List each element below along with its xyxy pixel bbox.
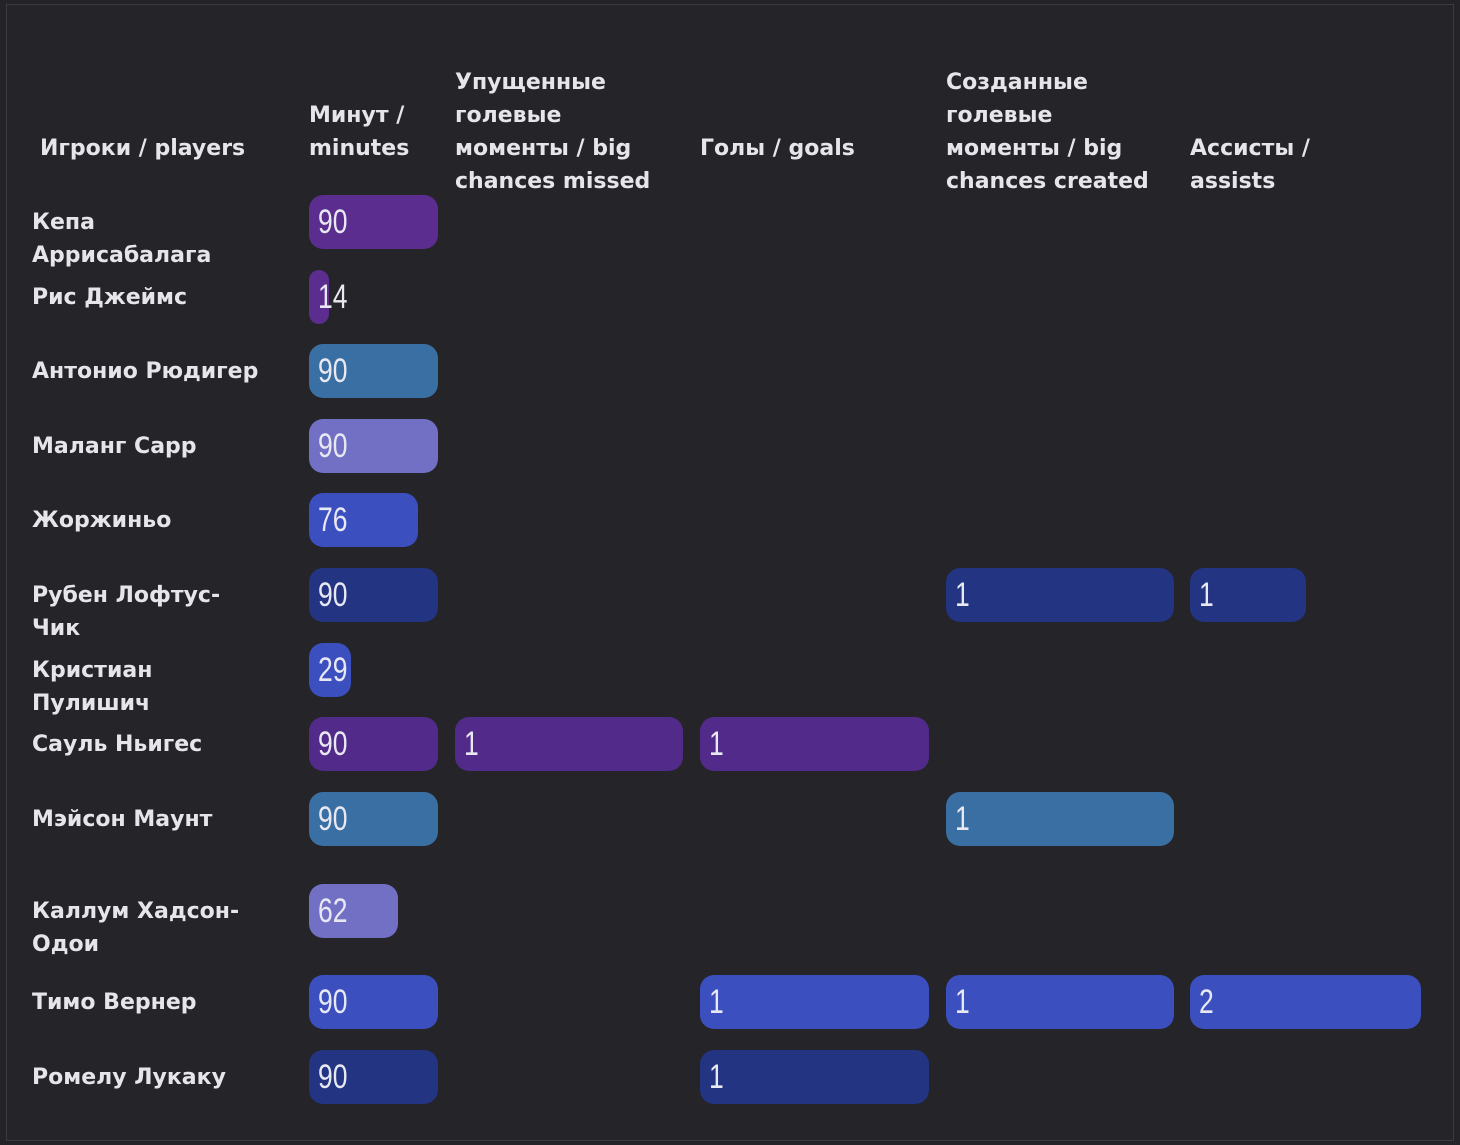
player-name: Тимо Вернер — [32, 989, 197, 1015]
bar-minutes — [309, 1050, 438, 1104]
bar-value-label: 1 — [709, 1058, 724, 1096]
bar-value-label: 2 — [1199, 983, 1214, 1021]
player-name: Маланг Сарр — [32, 433, 197, 459]
bar-big-chances-created — [946, 975, 1174, 1029]
bar-value-label: 1 — [709, 983, 724, 1021]
bar-minutes — [309, 270, 329, 324]
player-name: Сауль Ньигес — [32, 731, 203, 757]
player-name: Жоржиньо — [32, 507, 172, 533]
bar-big-chances-missed — [455, 717, 683, 771]
player-name: Кепа Аррисабалага — [32, 209, 212, 268]
header-minutes: Минут / minutes — [309, 103, 410, 161]
bar-value-label: 90 — [318, 983, 348, 1021]
bar-value-label: 90 — [318, 427, 348, 465]
bar-value-label: 1 — [1199, 576, 1214, 614]
bar-minutes — [309, 493, 418, 547]
player-name: Ромелу Лукаку — [32, 1064, 226, 1090]
bar-value-label: 90 — [318, 352, 348, 390]
player-name: Кристиан Пулишич — [32, 657, 153, 716]
bar-value-label: 90 — [318, 725, 348, 763]
bar-value-label: 1 — [709, 725, 724, 763]
bar-minutes — [309, 717, 438, 771]
bar-minutes — [309, 792, 438, 846]
header-big-chances-created: Созданные голевые моменты / big chances … — [946, 70, 1149, 194]
bar-assists — [1190, 975, 1421, 1029]
bar-value-label: 90 — [318, 576, 348, 614]
bar-value-label: 14 — [318, 278, 348, 316]
bar-minutes — [309, 884, 398, 938]
header-players: Игроки / players — [40, 136, 246, 161]
bar-value-label: 1 — [955, 800, 970, 838]
bar-minutes — [309, 975, 438, 1029]
bar-goals — [700, 1050, 929, 1104]
bar-minutes — [309, 419, 438, 473]
player-name: Каллум Хадсон-Одои — [32, 898, 240, 957]
bar-value-label: 1 — [955, 983, 970, 1021]
bar-value-label: 1 — [464, 725, 479, 763]
bar-big-chances-created — [946, 568, 1174, 622]
bar-goals — [700, 975, 929, 1029]
bar-value-label: 90 — [318, 203, 348, 241]
bar-assists — [1190, 568, 1306, 622]
player-name: Рубен Лофтус-Чик — [32, 582, 221, 641]
bar-value-label: 76 — [318, 501, 348, 539]
bar-minutes — [309, 643, 351, 697]
bar-minutes — [309, 568, 438, 622]
header-big-chances-missed: Упущенные голевые моменты / big chances … — [455, 70, 651, 194]
bar-value-label: 29 — [318, 651, 348, 689]
bar-minutes — [309, 344, 438, 398]
player-name: Антонио Рюдигер — [32, 358, 259, 384]
player-name: Рис Джеймс — [32, 284, 188, 310]
bar-minutes — [309, 195, 438, 249]
bar-value-label: 90 — [318, 1058, 348, 1096]
player-name: Мэйсон Маунт — [32, 806, 213, 832]
bar-big-chances-created — [946, 792, 1174, 846]
bar-value-label: 90 — [318, 800, 348, 838]
bar-value-label: 1 — [955, 576, 970, 614]
bar-value-label: 62 — [318, 892, 348, 930]
header-assists: Ассисты / assists — [1190, 136, 1310, 194]
bar-goals — [700, 717, 929, 771]
header-goals: Голы / goals — [700, 136, 855, 161]
